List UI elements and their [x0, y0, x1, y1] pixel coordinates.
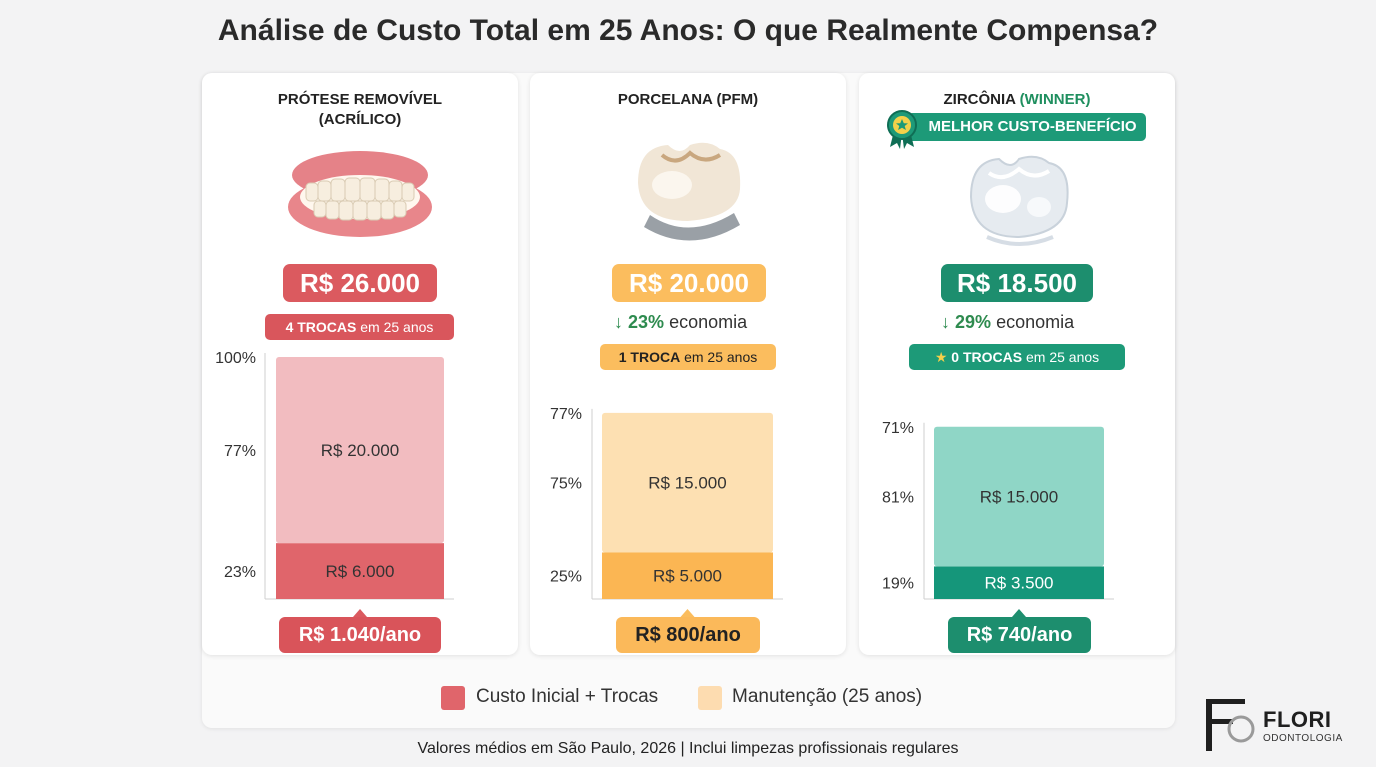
logo-subtitle: ODONTOLOGIA — [1263, 733, 1343, 744]
segment-value-label: R$ 15.000 — [980, 488, 1058, 507]
trocas-badge: 1 TROCA em 25 anos — [600, 344, 776, 370]
segment-percent-label: 19% — [882, 576, 914, 593]
legend-label: Manutenção (25 anos) — [732, 686, 923, 707]
card-title-line2: (ACRÍLICO) — [318, 111, 402, 128]
logo-name: FLORI — [1263, 707, 1332, 732]
annual-pointer — [1012, 609, 1026, 617]
card-title-line1: PORCELANA (PFM) — [617, 91, 759, 108]
segment-value-label: R$ 15.000 — [648, 474, 726, 493]
annual-cost-badge: R$ 740/ano — [948, 617, 1091, 653]
price-badge: R$ 20.000 — [612, 264, 766, 302]
annual-cost-badge: R$ 800/ano — [616, 617, 760, 653]
flori-logo-icon — [1206, 699, 1255, 751]
bar-segment — [276, 543, 444, 599]
annual-cost-badge: R$ 1.040/ano — [279, 617, 441, 653]
segment-value-label: R$ 5.000 — [653, 567, 722, 586]
segment-percent-label: 25% — [550, 569, 582, 586]
card-zirconia: ZIRCÔNIA (WINNER) MELHOR CUSTO-BENEFÍCIO… — [859, 73, 1175, 655]
bar-segment — [276, 357, 444, 544]
segment-value-label: R$ 20.000 — [321, 441, 399, 460]
trocas-badge: 4 TROCAS em 25 anos — [265, 314, 454, 340]
price-badge: R$ 18.500 — [941, 264, 1093, 302]
card-title-line1: ZIRCÔNIA (WINNER) — [943, 91, 1091, 108]
bar-total-label: 77% — [550, 406, 582, 423]
legend-swatch — [698, 686, 722, 710]
zirconia-crown-icon — [969, 155, 1069, 246]
bar-segment — [934, 566, 1104, 599]
porcelain-crown-icon — [638, 142, 741, 241]
price-badge: R$ 26.000 — [283, 264, 437, 302]
segment-percent-label: 75% — [550, 476, 582, 493]
bar-total-label: 71% — [882, 420, 914, 437]
award-ribbon-icon — [887, 110, 917, 149]
annual-pointer — [680, 609, 695, 617]
brand-logo: FLORI ODONTOLOGIA — [1203, 697, 1363, 753]
annual-pointer — [353, 609, 367, 617]
best-value-label: MELHOR CUSTO-BENEFÍCIO — [907, 113, 1146, 141]
bar-segment — [602, 552, 773, 599]
card-title-line1: PRÓTESE REMOVÍVEL — [277, 91, 443, 108]
footer-note: Valores médios em São Paulo, 2026 | Incl… — [417, 740, 959, 757]
page-title: Análise de Custo Total em 25 Anos: O que… — [217, 14, 1159, 47]
economy-text: ↓ 29% economia — [941, 312, 1075, 332]
segment-value-label: R$ 6.000 — [326, 562, 395, 581]
bar-segment — [602, 412, 773, 553]
segment-percent-label: 77% — [224, 443, 256, 460]
legend-label: Custo Inicial + Trocas — [476, 686, 659, 707]
denture-icon — [288, 151, 432, 237]
bar-total-label: 100% — [215, 350, 256, 367]
star-icon: ★ — [934, 349, 948, 365]
segment-value-label: R$ 3.500 — [985, 574, 1054, 593]
segment-percent-label: 23% — [224, 564, 256, 581]
economy-text: ↓ 23% economia — [614, 312, 748, 332]
segment-percent-label: 81% — [882, 490, 914, 507]
trocas-badge: ★ 0 TROCAS em 25 anos — [909, 344, 1125, 370]
bar-segment — [934, 426, 1104, 567]
legend-swatch — [441, 686, 465, 710]
